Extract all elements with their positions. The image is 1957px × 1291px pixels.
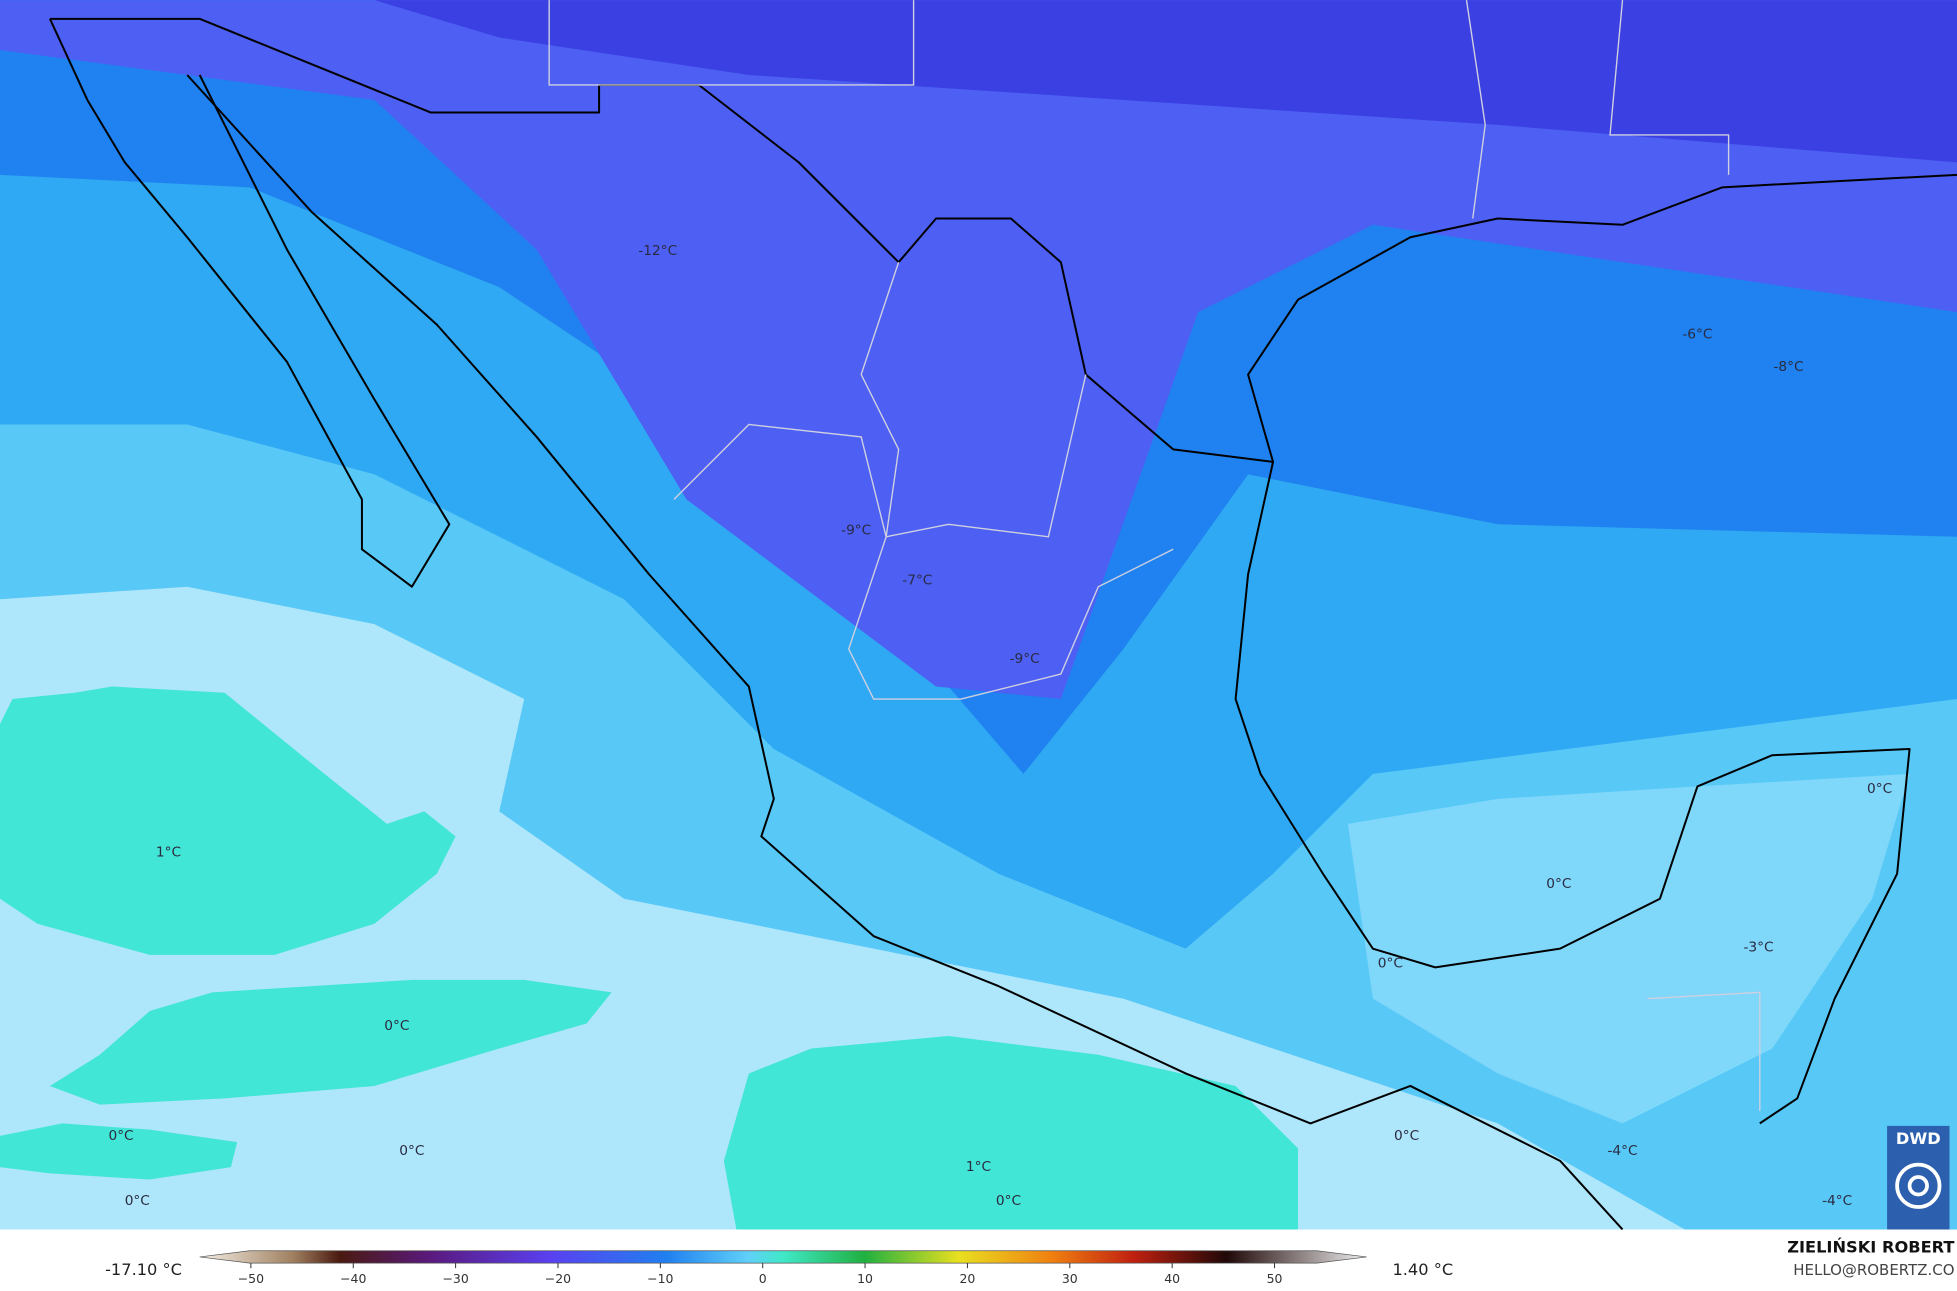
colorbar-tick-label: −20 bbox=[545, 1271, 571, 1286]
temperature-label: 1°C bbox=[966, 1159, 991, 1175]
temperature-label: 0°C bbox=[1394, 1128, 1419, 1144]
colorbar: -17.10 °C 1.40 °C ZIELIŃSKI ROBERT HELLO… bbox=[105, 1238, 1954, 1286]
temperature-label: -4°C bbox=[1607, 1143, 1637, 1159]
coastline bbox=[1247, 173, 1957, 463]
map-lines bbox=[49, 0, 1957, 1231]
temperature-label: 0°C bbox=[996, 1193, 1021, 1209]
field-band bbox=[374, 0, 1957, 163]
field-mild bbox=[0, 686, 456, 955]
temperature-label: -3°C bbox=[1743, 939, 1773, 955]
contact: HELLO@ROBERTZ.CO bbox=[1793, 1261, 1954, 1279]
temperature-label: -9°C bbox=[1010, 651, 1040, 667]
legend-min: -17.10 °C bbox=[105, 1260, 182, 1279]
temperature-label: 0°C bbox=[1378, 956, 1403, 972]
field-mild bbox=[723, 1036, 1299, 1230]
state-border bbox=[1465, 0, 1486, 219]
temperature-label: -6°C bbox=[1682, 327, 1712, 343]
legend-max: 1.40 °C bbox=[1392, 1260, 1453, 1279]
map-labels: -12°C -9°C -7°C -9°C -6°C -8°C 1°C 0°C 0°C 0°C 0°C… bbox=[108, 243, 1892, 1209]
temperature-label: -7°C bbox=[902, 572, 932, 588]
map-fields bbox=[0, 0, 1957, 1230]
logo-text: DWD bbox=[1896, 1129, 1941, 1148]
temperature-label: 0°C bbox=[125, 1193, 150, 1209]
colorbar-tick-label: −30 bbox=[442, 1271, 468, 1286]
state-border bbox=[1609, 0, 1730, 175]
colorbar-scale bbox=[199, 1250, 1367, 1264]
temperature-label: -8°C bbox=[1773, 359, 1803, 375]
temperature-label: 0°C bbox=[384, 1018, 409, 1034]
colorbar-tick-label: 50 bbox=[1267, 1271, 1283, 1286]
colorbar-tick-label: 30 bbox=[1062, 1271, 1078, 1286]
temperature-label: 0°C bbox=[399, 1143, 424, 1159]
temperature-label: -9°C bbox=[841, 523, 871, 539]
state-border bbox=[1647, 991, 1761, 1111]
colorbar-tick-label: 40 bbox=[1164, 1271, 1180, 1286]
coastline bbox=[897, 217, 1911, 1125]
temperature-label: -4°C bbox=[1822, 1193, 1852, 1209]
colorbar-tick-label: −50 bbox=[238, 1271, 264, 1286]
temperature-label: 0°C bbox=[108, 1128, 133, 1144]
state-border bbox=[673, 423, 1174, 700]
coastline bbox=[49, 18, 451, 588]
colorbar-tick-label: 0 bbox=[759, 1271, 767, 1286]
colorbar-tick-label: 20 bbox=[959, 1271, 975, 1286]
colorbar-tick-label: −40 bbox=[340, 1271, 366, 1286]
country-border bbox=[49, 17, 900, 263]
temperature-label: 0°C bbox=[1867, 781, 1892, 797]
field-band bbox=[0, 0, 1957, 700]
temperature-label: 1°C bbox=[156, 845, 181, 861]
coastline bbox=[186, 74, 1624, 1231]
field-mild bbox=[49, 979, 612, 1105]
field-band bbox=[1347, 773, 1910, 1124]
field-mild bbox=[0, 1123, 238, 1180]
state-border bbox=[548, 0, 915, 86]
colorbar-tick-label: −10 bbox=[647, 1271, 673, 1286]
logo-icon bbox=[1907, 1175, 1929, 1197]
colorbar-tick-label: 10 bbox=[857, 1271, 873, 1286]
logo-icon bbox=[1895, 1162, 1942, 1209]
temperature-label: -12°C bbox=[638, 243, 677, 259]
logo: DWD bbox=[1887, 1125, 1950, 1230]
temperature-label: 0°C bbox=[1546, 876, 1571, 892]
author: ZIELIŃSKI ROBERT bbox=[1787, 1238, 1954, 1257]
